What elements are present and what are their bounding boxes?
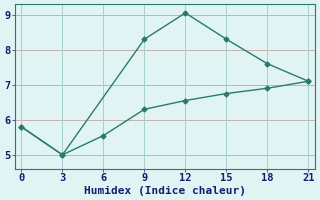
X-axis label: Humidex (Indice chaleur): Humidex (Indice chaleur) bbox=[84, 186, 246, 196]
